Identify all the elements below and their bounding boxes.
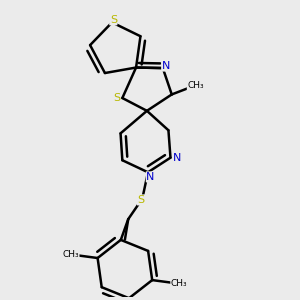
Text: S: S xyxy=(110,15,117,25)
Text: CH₃: CH₃ xyxy=(171,279,188,288)
Text: S: S xyxy=(137,195,145,205)
Text: N: N xyxy=(173,153,181,163)
Text: CH₃: CH₃ xyxy=(62,250,79,259)
Text: S: S xyxy=(113,93,120,103)
Text: N: N xyxy=(162,61,170,71)
Text: CH₃: CH₃ xyxy=(187,82,204,91)
Text: N: N xyxy=(146,172,155,182)
